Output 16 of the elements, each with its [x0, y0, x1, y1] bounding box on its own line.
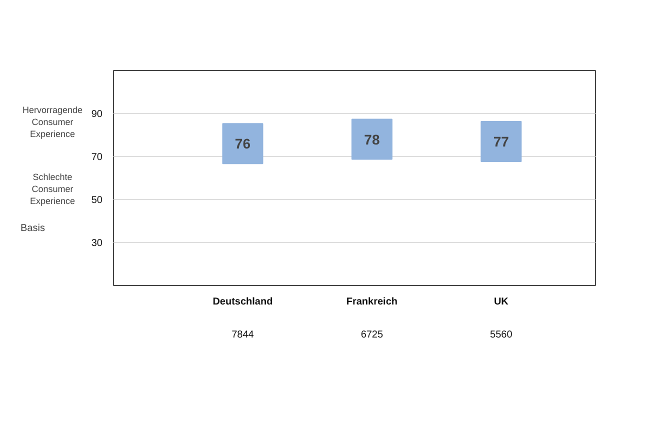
text: 6725 — [360, 330, 384, 340]
data-label: 77 — [493, 133, 510, 150]
x-tick-label: UK — [494, 296, 510, 308]
text: 7844 — [232, 330, 254, 340]
text: Hervorragende Consumer Experience — [22, 104, 83, 139]
y-tick-label: 30 — [91, 238, 103, 249]
data-label: 78 — [364, 131, 380, 148]
text: Basis — [20, 222, 45, 234]
y-tick-label: 70 — [91, 152, 103, 163]
y-tick-label: 90 — [91, 109, 103, 120]
text: Schlechte Consumer Experience — [30, 172, 76, 206]
x-tick-label: Frankreich — [346, 296, 398, 308]
text: 5560 — [490, 330, 513, 340]
y-tick-label: 50 — [91, 195, 103, 206]
data-label: 76 — [234, 136, 251, 152]
x-tick-label: Deutschland — [212, 296, 273, 308]
